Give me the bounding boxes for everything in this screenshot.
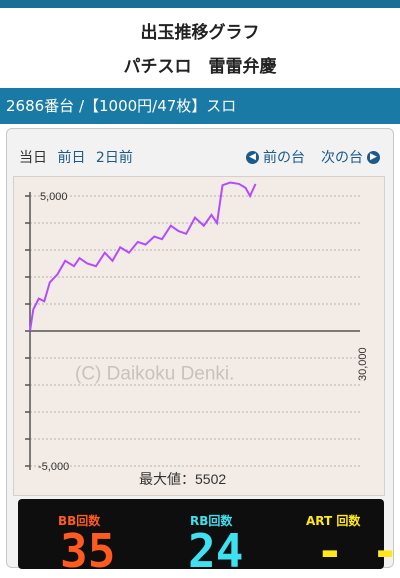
art-count-label: ART 回数	[306, 514, 361, 528]
y-tick-label-top: 5,000	[40, 191, 68, 203]
machine-nav: ◀ 前の台 次の台 ▶	[246, 147, 380, 167]
art-count-value: - -	[316, 524, 400, 578]
machine-title: パチスロ 雷雷弁慶	[123, 57, 277, 77]
counter-panel	[18, 499, 384, 569]
right-arrow-icon[interactable]: ▶	[367, 150, 380, 164]
bb-count-label: BB回数	[58, 514, 101, 528]
max-value-label: 最大値：5502	[139, 471, 226, 487]
page-title: 出玉推移グラフ	[140, 23, 260, 43]
machine-info-bar: 2686番台 /【1000円/47枚】スロ	[0, 88, 400, 124]
prev-machine-link[interactable]: 前の台	[263, 150, 305, 166]
next-machine-link[interactable]: 次の台	[321, 150, 363, 166]
watermark: (C) Daikoku Denki.	[75, 364, 234, 385]
rb-count-label: RB回数	[190, 514, 233, 528]
tab-previous-day[interactable]: 前日	[57, 150, 86, 166]
payout-chart: 5,000 -5,000 30,000 (C) Daikoku Denki. 最…	[25, 181, 369, 487]
rb-count-value: 24	[188, 524, 244, 578]
tab-two-days-ago[interactable]: 2日前	[95, 150, 133, 166]
left-arrow-icon[interactable]: ◀	[246, 150, 259, 164]
chart-background	[13, 176, 385, 496]
top-accent-bar	[0, 0, 400, 8]
chart-series-line	[29, 181, 257, 332]
y-tick-label-bottom: -5,000	[38, 461, 69, 473]
day-nav: 当日 前日 2日前	[19, 147, 139, 167]
bb-count-value: 35	[60, 524, 116, 578]
x-tick-label-max: 30,000	[357, 347, 369, 381]
tab-today[interactable]: 当日	[19, 150, 47, 166]
